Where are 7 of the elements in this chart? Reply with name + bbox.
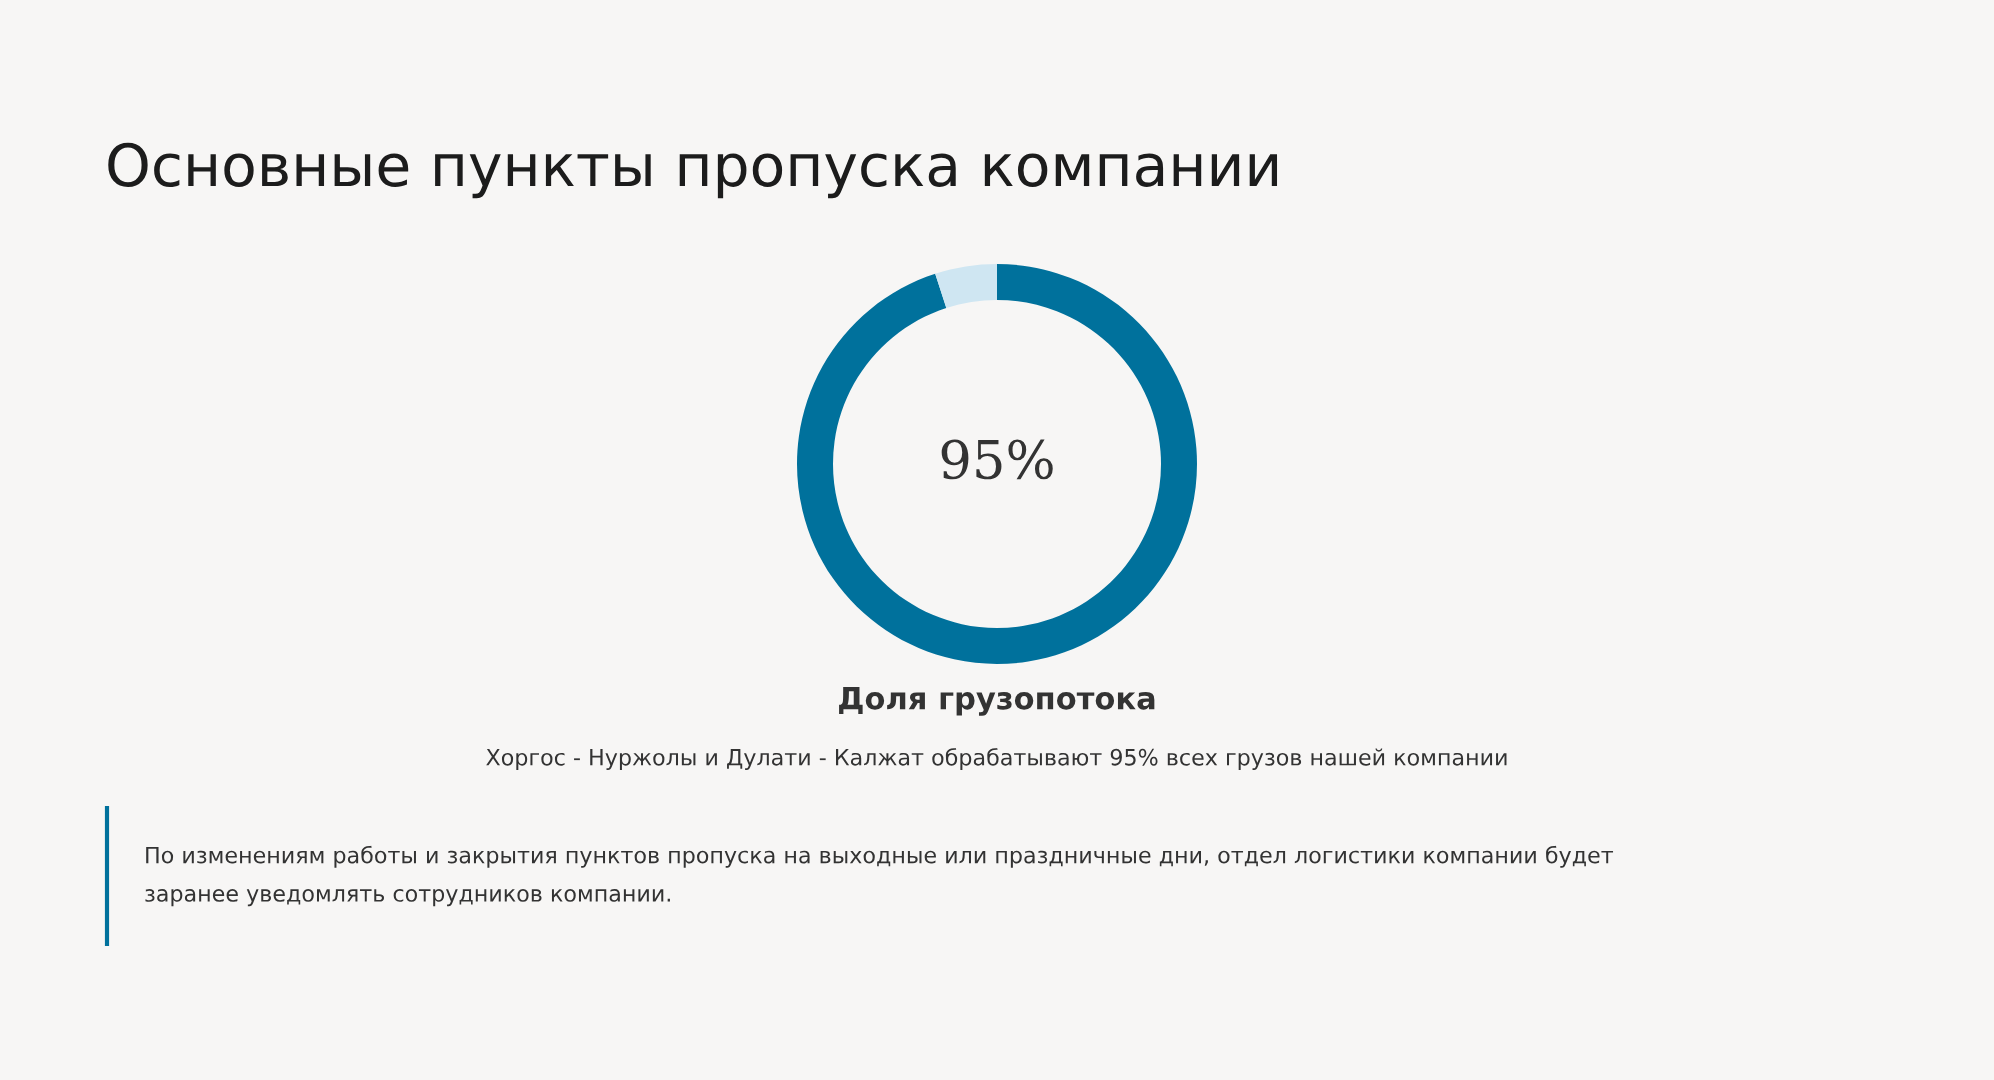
donut-slice [935,264,997,309]
text: Доля грузопотока [839,686,1155,716]
donut-slice [797,264,1197,664]
chart-title: Основные пункты пропуска компании [108,142,1278,199]
text: По изменениям работы и закрытия пунктов пропуска на выходные или праздничные дни, отдел логистики компании будет заранее уведомлять сотрудников компании. [145,845,1614,907]
text: Хоргос - Нуржолы и Дулати - Калжат обрабатывают 95% всех грузов нашей компании [486,748,1507,770]
data-label: 95% [941,439,1053,480]
